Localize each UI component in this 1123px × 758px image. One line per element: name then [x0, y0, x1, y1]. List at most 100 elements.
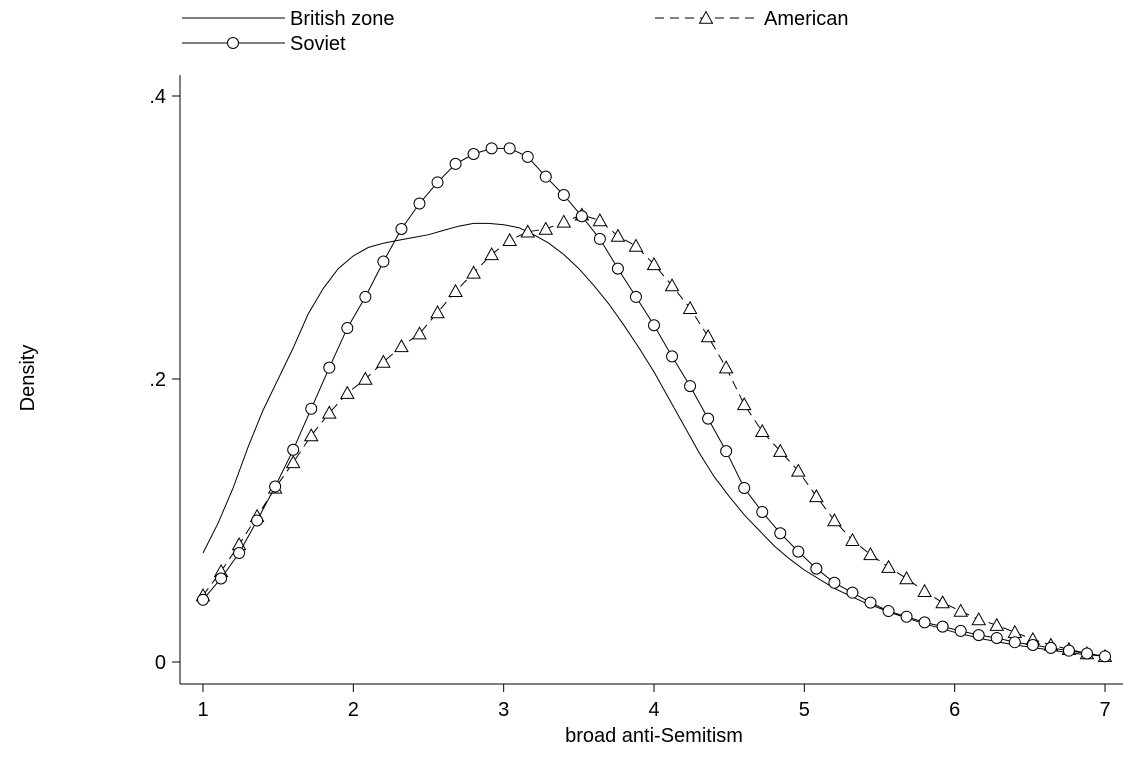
data-point-soviet — [575, 210, 588, 223]
data-point-american — [881, 559, 896, 573]
data-point-soviet — [413, 197, 426, 210]
data-point-american — [394, 338, 409, 353]
data-point-american — [845, 532, 860, 547]
data-point-soviet — [1099, 650, 1111, 663]
data-point-soviet — [918, 616, 931, 629]
legend-label-british-zone: British zone — [290, 8, 395, 30]
y-tick-label: 0 — [155, 652, 166, 674]
data-point-soviet — [774, 527, 787, 540]
data-point-american — [971, 612, 987, 626]
data-point-soviet — [1080, 647, 1093, 660]
data-point-soviet — [648, 319, 660, 332]
data-point-soviet — [738, 481, 751, 494]
legend-marker-american — [698, 10, 714, 24]
legend-label-american: American — [764, 8, 848, 30]
data-point-american — [556, 214, 572, 228]
legend-label-soviet: Soviet — [290, 33, 346, 55]
data-point-soviet — [864, 596, 877, 609]
data-point-soviet — [972, 629, 985, 642]
y-tick-label: .2 — [149, 369, 166, 391]
x-tick-label: 4 — [648, 699, 659, 721]
data-point-soviet — [936, 620, 949, 633]
data-point-soviet — [666, 350, 679, 363]
data-point-soviet — [449, 157, 462, 170]
data-point-soviet — [431, 176, 444, 189]
data-point-american — [448, 283, 463, 297]
data-point-american — [935, 595, 950, 609]
data-point-soviet — [792, 545, 805, 558]
data-point-american — [700, 329, 716, 343]
data-point-soviet — [611, 262, 624, 275]
data-point-soviet — [828, 576, 841, 589]
data-point-american — [321, 405, 337, 419]
data-point-american — [592, 212, 608, 227]
data-point-american — [430, 304, 445, 319]
data-point-american — [285, 454, 301, 469]
data-point-soviet — [485, 142, 498, 155]
data-point-soviet — [756, 506, 769, 519]
data-point-soviet — [684, 380, 697, 393]
data-point-soviet — [377, 255, 390, 268]
data-point-soviet — [1062, 644, 1075, 657]
data-point-soviet — [503, 142, 516, 155]
data-point-american — [917, 583, 932, 597]
legend: British zone American Soviet — [182, 8, 848, 55]
data-point-american — [809, 488, 824, 503]
data-point-soviet — [539, 170, 552, 183]
x-tick-label: 7 — [1099, 699, 1110, 721]
data-point-american — [953, 603, 969, 617]
data-point-american — [1007, 624, 1023, 638]
data-point-american — [682, 300, 698, 314]
data-point-soviet — [359, 290, 372, 303]
y-axis-label: Density — [17, 345, 39, 412]
data-point-soviet — [395, 223, 408, 236]
x-tick-label: 1 — [197, 699, 208, 721]
data-point-soviet — [593, 232, 606, 245]
data-point-american — [989, 617, 1005, 631]
data-point-soviet — [702, 412, 715, 425]
data-point-soviet — [720, 445, 733, 458]
data-point-soviet — [323, 361, 336, 374]
data-point-american — [610, 228, 626, 242]
data-point-soviet — [521, 150, 534, 163]
data-point-soviet — [954, 624, 967, 637]
data-point-american — [502, 232, 518, 247]
data-point-soviet — [251, 514, 264, 527]
data-point-soviet — [233, 547, 246, 560]
data-point-american — [827, 512, 842, 527]
data-point-soviet — [1044, 641, 1057, 654]
x-tick-label: 5 — [799, 699, 810, 721]
data-point-soviet — [900, 610, 913, 623]
y-tick-label: .4 — [149, 86, 166, 108]
data-point-soviet — [882, 605, 895, 618]
series-line-american — [202, 214, 1106, 657]
data-point-soviet — [305, 402, 318, 415]
data-point-soviet — [629, 290, 642, 303]
data-point-american — [736, 396, 752, 411]
data-point-american — [772, 443, 788, 457]
x-axis-label: broad anti-Semitism — [565, 725, 743, 747]
series-line-british-zone — [202, 222, 1106, 657]
data-point-soviet — [197, 593, 209, 606]
data-point-american — [466, 265, 481, 279]
data-point-american — [754, 423, 770, 438]
x-tick-label: 6 — [949, 699, 960, 721]
data-point-american — [538, 221, 554, 235]
data-point-soviet — [810, 562, 823, 575]
axes: 1 2 3 4 5 6 7 0 .2 .4 — [149, 75, 1123, 721]
x-tick-label: 3 — [498, 699, 509, 721]
data-point-soviet — [287, 443, 300, 456]
legend-marker-soviet — [227, 37, 239, 49]
data-point-american — [664, 278, 680, 292]
data-point-soviet — [1008, 636, 1021, 649]
data-point-soviet — [557, 189, 570, 202]
data-point-american — [646, 256, 662, 271]
data-point-american — [863, 546, 878, 561]
data-point-american — [718, 360, 734, 374]
data-point-american — [412, 326, 427, 340]
series-line-soviet — [202, 147, 1106, 657]
data-point-american — [484, 246, 499, 261]
plot-area — [195, 142, 1113, 663]
